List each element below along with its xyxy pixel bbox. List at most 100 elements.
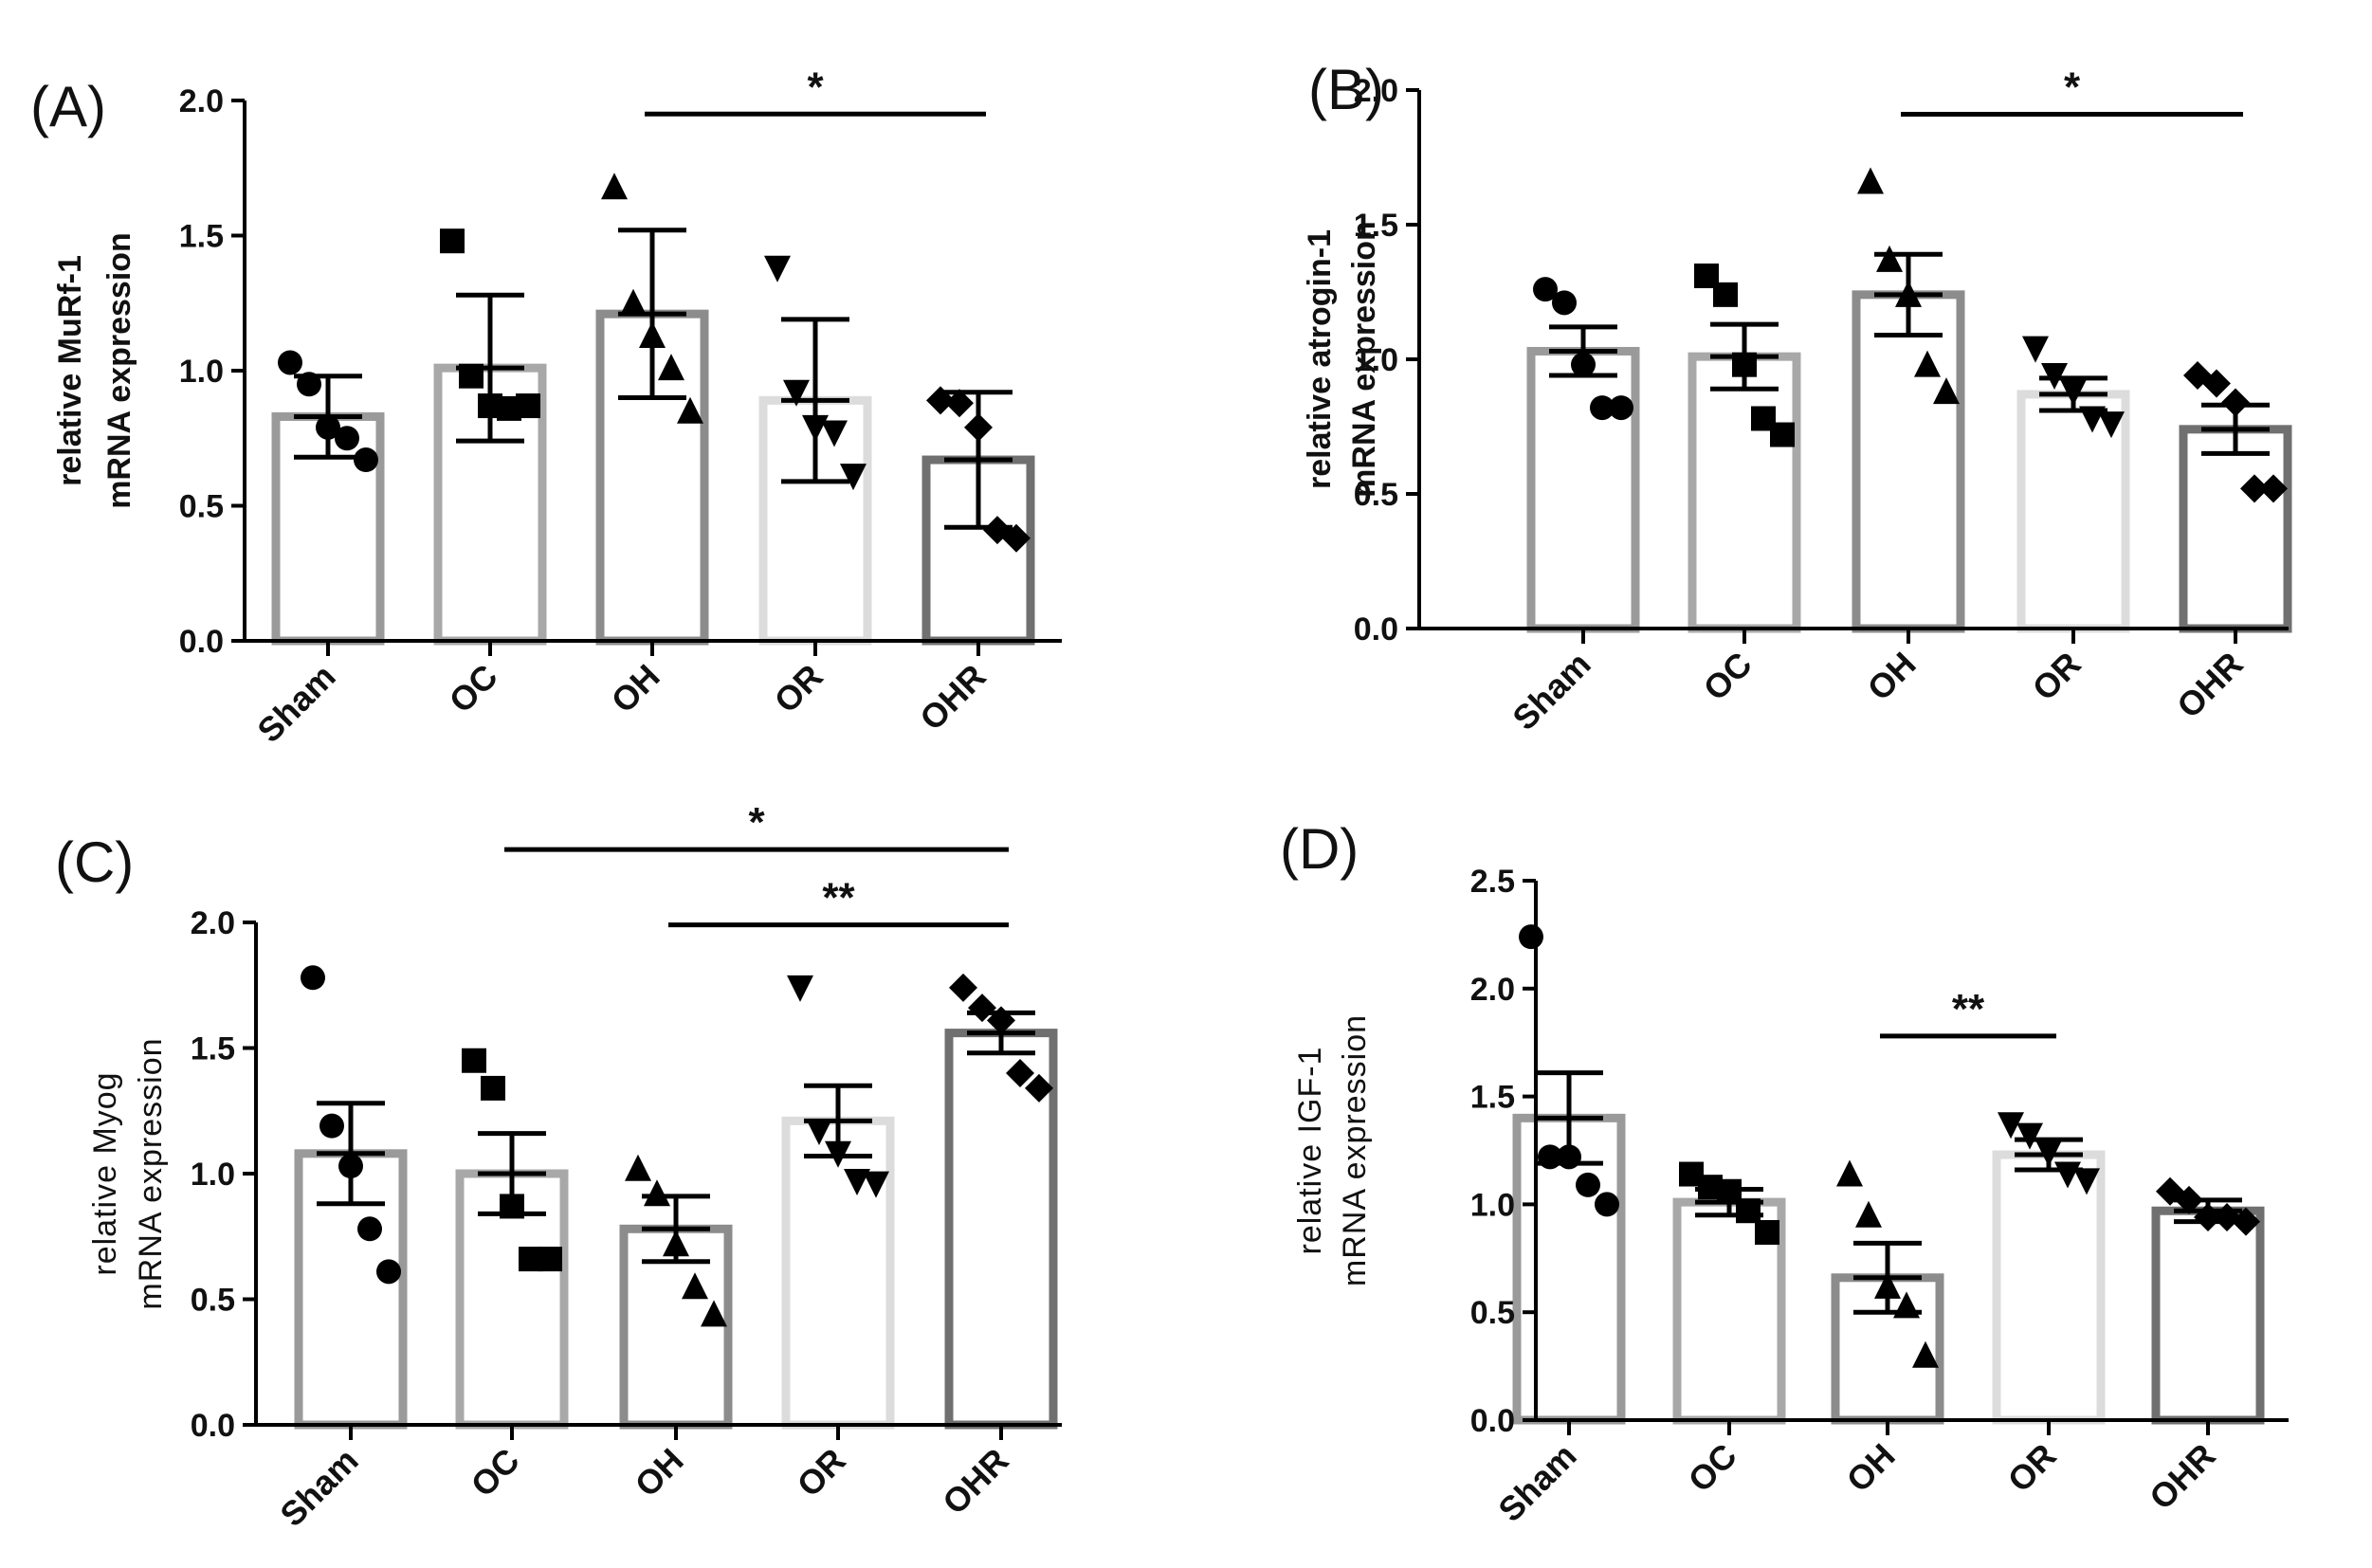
y-tick-label-b-4: 2.0 [1354, 73, 1398, 109]
point-c-or-4 [844, 1168, 870, 1195]
y-tick-label-d-0: 0.0 [1470, 1403, 1515, 1439]
panel-label-d: (D) [1280, 817, 1359, 881]
y-tick-label-c-4: 2.0 [191, 905, 235, 941]
x-label-b-ohr: OHR [2169, 645, 2251, 726]
point-a-oh-4 [658, 354, 684, 381]
point-d-oh-2 [1855, 1200, 1882, 1228]
y-tick-label-a-4: 2.0 [179, 83, 224, 119]
point-c-oh-4 [682, 1272, 708, 1300]
point-a-or-5 [840, 464, 867, 491]
y-tick-label-c-3: 1.5 [191, 1031, 235, 1067]
point-b-sham-2 [1552, 290, 1577, 316]
y-tick-label-a-2: 1.0 [179, 354, 224, 390]
point-c-sham-1 [301, 965, 325, 991]
point-a-oh-5 [677, 396, 703, 424]
point-a-sham-4 [335, 426, 359, 451]
y-tick-label-c-1: 0.5 [191, 1283, 235, 1319]
point-d-oh-1 [1836, 1159, 1863, 1187]
point-a-or-4 [821, 420, 848, 447]
y-tick-label-c-0: 0.0 [191, 1408, 235, 1444]
point-b-ohr-5 [2259, 474, 2288, 503]
point-d-or-2 [2016, 1122, 2043, 1150]
chart-panel-c: (C) 0.0 0.5 1.0 1.5 2.0 Sham OC OH OR OHR relative… [0, 782, 1185, 1563]
point-b-sham-5 [1609, 395, 1633, 421]
sig-label-b-0: * [2064, 64, 2081, 111]
y-axis-label-b-line-2: mRNA expression [1346, 221, 1382, 498]
y-axis-label-c-line-1: relative Myog [87, 1071, 123, 1275]
y-tick-label-a-3: 1.5 [179, 219, 224, 255]
point-a-oc-1 [440, 228, 465, 254]
chart-c-svg: 0.0 0.5 1.0 1.5 2.0 Sham OC OH OR OHR relative Myo… [87, 799, 1062, 1534]
point-c-oc-2 [481, 1075, 505, 1101]
point-d-oc-5 [1755, 1219, 1779, 1245]
sig-label-c-1: ** [822, 875, 855, 921]
x-label-d-sham: Sham [1490, 1436, 1583, 1529]
point-d-sham-4 [1576, 1172, 1600, 1197]
panel-label-b: (B) [1308, 58, 1384, 121]
y-axis-label-a-line-1: relative MuRf-1 [52, 255, 88, 486]
x-label-c-oc: OC [463, 1441, 526, 1504]
x-label-b-oc: OC [1695, 645, 1759, 708]
point-b-oc-5 [1770, 422, 1795, 447]
x-label-d-oh: OH [1838, 1436, 1902, 1500]
x-label-a-oc: OC [441, 657, 504, 720]
x-label-a-or: OR [766, 657, 830, 720]
point-b-oh-2 [1876, 245, 1903, 272]
point-d-or-1 [1998, 1112, 2024, 1140]
x-label-b-sham: Sham [1505, 645, 1597, 738]
x-label-c-oh: OH [627, 1441, 690, 1504]
point-c-oc-1 [462, 1048, 486, 1073]
point-b-ohr-2 [2202, 369, 2231, 398]
x-label-c-ohr: OHR [935, 1441, 1016, 1522]
point-c-ohr-1 [949, 973, 977, 1002]
point-c-sham-2 [319, 1113, 344, 1139]
bar-b-oh [1852, 290, 1965, 633]
bar-b-ohr [2179, 425, 2292, 633]
point-d-ohr-1 [2156, 1176, 2184, 1206]
point-b-or-1 [2022, 336, 2049, 363]
x-label-d-oc: OC [1680, 1436, 1743, 1500]
sig-label-c-0: * [748, 799, 765, 846]
bar-b-sham [1526, 346, 1640, 633]
point-c-ohr-5 [1025, 1073, 1053, 1103]
point-c-oh-1 [625, 1154, 651, 1181]
y-tick-label-b-1: 0.5 [1354, 477, 1398, 513]
point-b-sham-1 [1533, 277, 1558, 302]
chart-panel-a: (A) 0.0 0.5 1.0 1.5 2.0 Sham OC OH OR OHR relative… [0, 0, 1185, 782]
point-a-oh-2 [620, 288, 647, 316]
point-b-sham-4 [1590, 395, 1615, 421]
point-c-oh-5 [701, 1300, 727, 1327]
point-a-sham-1 [278, 350, 302, 375]
y-tick-label-d-1: 0.5 [1470, 1295, 1515, 1331]
point-a-sham-5 [354, 447, 378, 473]
point-b-ohr-4 [2240, 474, 2269, 503]
x-label-b-or: OR [2024, 645, 2088, 708]
point-a-or-1 [764, 255, 791, 283]
sig-label-a-0: * [807, 64, 824, 110]
point-b-or-5 [2098, 411, 2125, 439]
x-label-d-or: OR [1999, 1436, 2063, 1500]
y-axis-label-a-line-2: mRNA expression [101, 232, 137, 509]
y-axis-label-d-line-1: relative IGF-1 [1292, 1047, 1328, 1255]
y-tick-label-b-0: 0.0 [1354, 611, 1398, 647]
point-a-ohr-5 [1002, 523, 1031, 553]
point-b-oh-5 [1933, 377, 1960, 405]
y-tick-label-d-3: 1.5 [1470, 1080, 1515, 1116]
chart-b-svg: 0.0 0.5 1.0 1.5 2.0 Sham OC OH OR OHR relative atr… [1302, 64, 2292, 738]
point-d-or-5 [2073, 1168, 2100, 1195]
point-d-sham-5 [1595, 1192, 1619, 1217]
bar-d-ohr [2151, 1206, 2265, 1425]
y-tick-label-b-2: 1.0 [1354, 342, 1398, 378]
x-label-a-sham: Sham [249, 657, 342, 750]
point-c-or-1 [787, 975, 813, 1002]
y-axis-label-c-line-2: mRNA expression [133, 1037, 169, 1309]
y-tick-label-a-1: 0.5 [179, 489, 224, 525]
point-a-oh-1 [601, 173, 628, 200]
bar-d-or [1992, 1150, 2106, 1425]
point-c-sham-5 [376, 1259, 401, 1285]
point-d-sham-1 [1519, 924, 1543, 950]
y-tick-label-d-4: 2.0 [1470, 972, 1515, 1008]
bar-a-or [758, 395, 872, 646]
y-tick-label-d-5: 2.5 [1470, 864, 1515, 900]
chart-panel-d: (D) 0.0 0.5 1.0 1.5 2.0 2.5 Sham OC OH OR OHR relat… [1185, 782, 2372, 1563]
